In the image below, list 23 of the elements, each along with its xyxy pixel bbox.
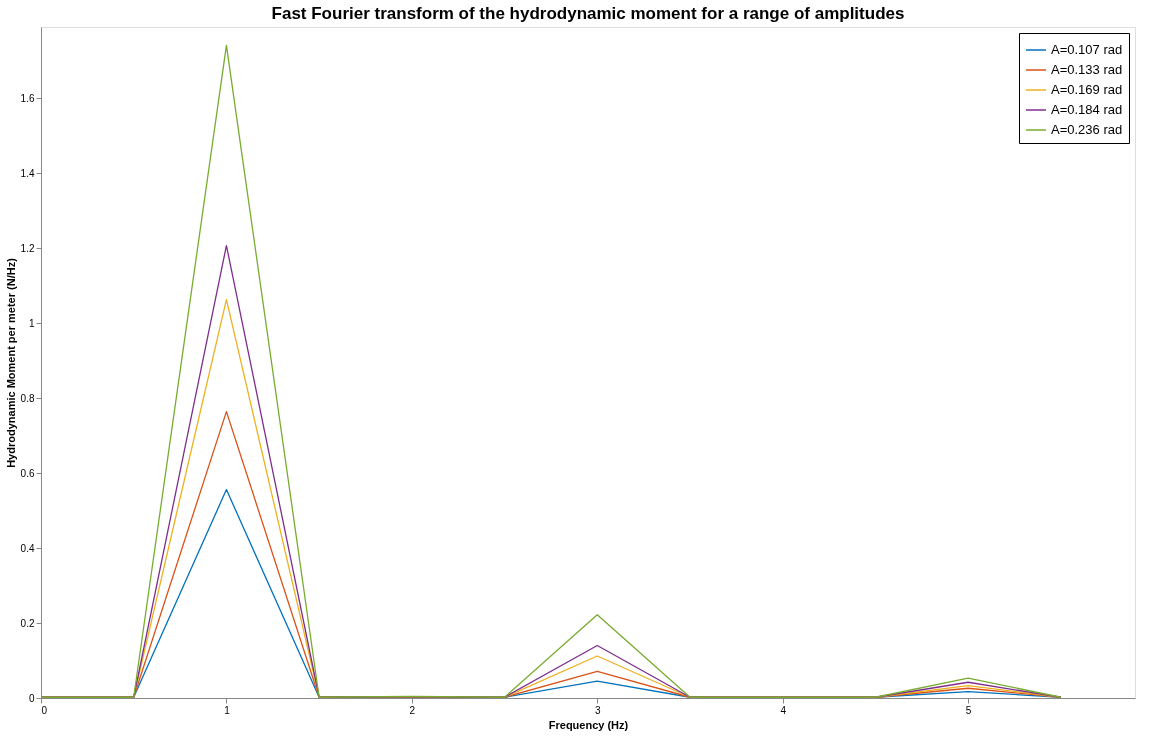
- x-tick-label: 3: [594, 704, 601, 716]
- y-tick-label: 1.4: [20, 167, 35, 179]
- y-tick-label: 0.4: [20, 542, 35, 554]
- y-axis-title: Hydrodynamic Moment per meter (N/Hz): [4, 257, 17, 468]
- x-tick-label: 0: [41, 704, 48, 716]
- y-tick-label: 1: [28, 317, 35, 329]
- y-tick-label: 1.2: [20, 242, 35, 254]
- y-tick-label: 1.6: [20, 92, 35, 104]
- y-tick-label: 0.8: [20, 392, 35, 404]
- y-tick-label: 0.6: [20, 467, 35, 479]
- x-tick-label: 2: [409, 704, 416, 716]
- y-tick-label: 0.2: [20, 617, 35, 629]
- legend-label: A=0.107 rad: [1051, 42, 1123, 57]
- legend-label: A=0.184 rad: [1051, 102, 1123, 117]
- chart-title: Fast Fourier transform of the hydrodynamic moment for a range of amplitudes: [271, 4, 905, 23]
- x-axis-title: Frequency (Hz): [548, 718, 629, 731]
- legend-label: A=0.236 rad: [1051, 122, 1123, 137]
- x-tick-label: 1: [224, 704, 231, 716]
- x-tick-label: 4: [780, 704, 787, 716]
- x-tick-label: 5: [965, 704, 972, 716]
- y-tick-label: 0: [28, 692, 35, 704]
- legend-label: A=0.169 rad: [1051, 82, 1123, 97]
- legend-label: A=0.133 rad: [1051, 62, 1123, 77]
